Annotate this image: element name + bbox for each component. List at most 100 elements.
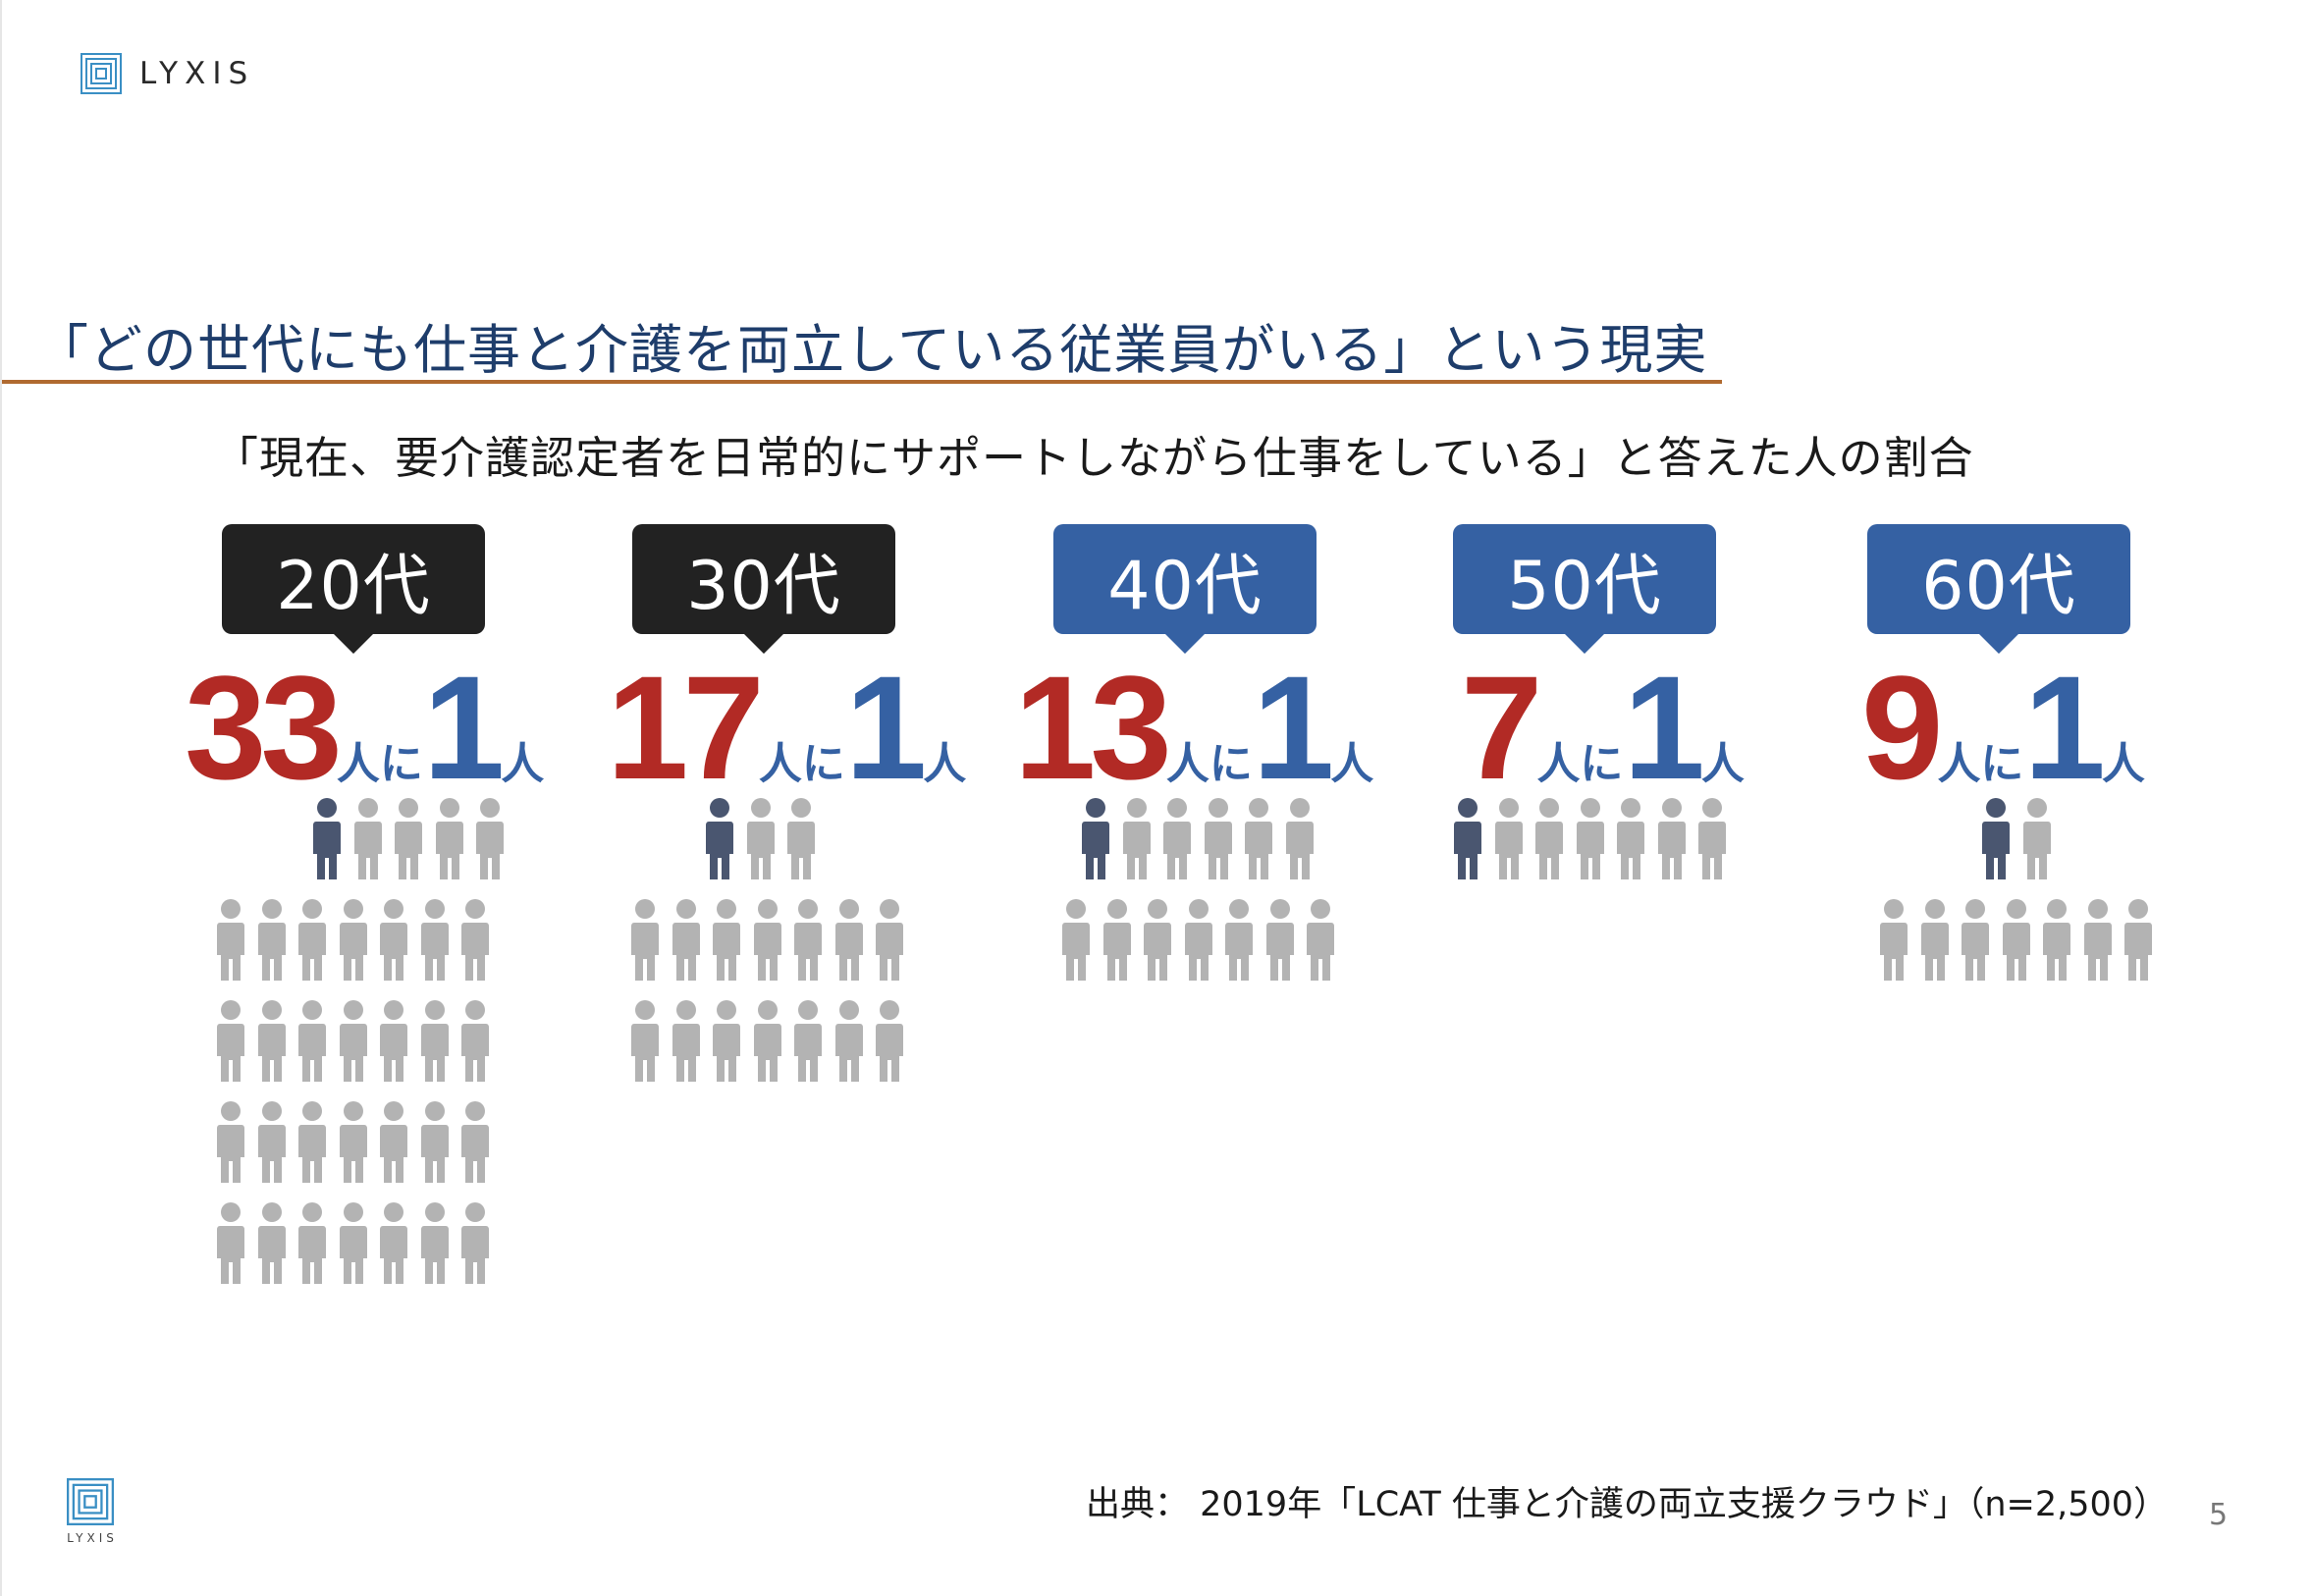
- chart-subtitle: 「現在、要介護認定者を日常的にサポートしながら仕事をしている」と答えた人の割合: [214, 432, 1974, 484]
- ratio-mid: 人に: [1536, 739, 1624, 789]
- person-icon: [257, 1101, 286, 1183]
- person-icon: [257, 1202, 286, 1284]
- person-icon: [1617, 798, 1644, 879]
- people-row: [216, 898, 516, 981]
- ratio-text: 33人に1人: [185, 654, 544, 801]
- person-icon: [461, 899, 489, 981]
- person-icon: [257, 899, 286, 981]
- footer-brand-name: LYXIS: [67, 1531, 118, 1545]
- person-icon: [1144, 899, 1171, 981]
- person-icon: [1494, 798, 1523, 879]
- people-grid: [1879, 797, 2165, 999]
- person-icon: [1245, 798, 1272, 879]
- person-icon: [461, 1202, 489, 1284]
- person-icon: [2124, 899, 2152, 981]
- person-icon: [753, 899, 781, 981]
- ratio-text: 17人に1人: [607, 654, 966, 801]
- person-icon: [420, 1000, 449, 1082]
- person-icon: [298, 1101, 326, 1183]
- person-icon: [461, 1101, 489, 1183]
- brand-logo: LYXIS: [81, 53, 254, 94]
- people-row: [1879, 797, 2165, 879]
- ratio-text: 9人に1人: [1861, 654, 2145, 801]
- person-icon: [713, 899, 740, 981]
- person-icon: [420, 1202, 449, 1284]
- people-row: [216, 797, 516, 879]
- ratio-number: 33: [185, 645, 343, 810]
- person-icon: [834, 899, 863, 981]
- people-grid: [1453, 797, 1739, 898]
- person-icon: [257, 1000, 286, 1082]
- ratio-mid: 人に: [1937, 739, 2024, 789]
- ratio-number: 17: [607, 645, 765, 810]
- person-icon: [1204, 798, 1232, 879]
- person-icon: [876, 1000, 903, 1082]
- ratio-one: 1: [1623, 645, 1704, 810]
- age-label: 30代: [686, 547, 841, 625]
- age-label-bubble: 50代: [1453, 524, 1716, 654]
- person-icon: [1657, 798, 1686, 879]
- age-label-bubble: 60代: [1867, 524, 2130, 654]
- people-row: [1061, 898, 1347, 981]
- age-label: 40代: [1107, 547, 1263, 625]
- person-icon: [1285, 798, 1314, 879]
- ratio-text: 13人に1人: [1014, 654, 1373, 801]
- age-label-bubble: 20代: [222, 524, 485, 654]
- person-icon: [313, 798, 341, 879]
- ratio-number: 13: [1014, 645, 1172, 810]
- person-icon: [217, 1202, 244, 1284]
- person-icon: [1576, 798, 1604, 879]
- person-icon: [1163, 798, 1191, 879]
- person-icon: [380, 899, 407, 981]
- people-grid: [1061, 797, 1347, 999]
- person-icon: [1102, 899, 1131, 981]
- person-icon: [339, 1202, 367, 1284]
- title-underline: [2, 380, 1722, 384]
- person-icon: [217, 1000, 244, 1082]
- footer-logo: LYXIS: [61, 1478, 120, 1545]
- person-icon: [461, 1000, 489, 1082]
- person-icon: [435, 798, 463, 879]
- ratio-unit: 人: [923, 739, 967, 789]
- person-icon: [217, 899, 244, 981]
- lyxis-logo-icon: [81, 53, 122, 94]
- ratio-unit: 人: [2101, 739, 2145, 789]
- people-grid: [630, 797, 916, 1100]
- person-icon: [794, 1000, 822, 1082]
- ratio-one: 1: [422, 645, 505, 810]
- ratio-mid: 人に: [336, 739, 423, 789]
- person-icon: [339, 1000, 367, 1082]
- person-icon: [1184, 899, 1212, 981]
- person-icon: [339, 1101, 367, 1183]
- person-icon: [395, 798, 422, 879]
- ratio-one: 1: [2023, 645, 2105, 810]
- ratio-number: 9: [1861, 645, 1943, 810]
- age-label: 20代: [276, 547, 431, 625]
- person-icon: [217, 1101, 244, 1183]
- person-icon: [1982, 798, 2010, 879]
- ratio-mid: 人に: [1165, 739, 1253, 789]
- age-label: 60代: [1921, 547, 2076, 625]
- person-icon: [706, 798, 733, 879]
- ratio-unit: 人: [1700, 739, 1745, 789]
- person-icon: [380, 1000, 407, 1082]
- person-icon: [834, 1000, 863, 1082]
- person-icon: [1454, 798, 1481, 879]
- person-icon: [2083, 899, 2112, 981]
- people-row: [216, 999, 516, 1082]
- people-row: [630, 898, 916, 981]
- person-icon: [298, 1000, 326, 1082]
- age-label: 50代: [1507, 547, 1662, 625]
- person-icon: [1225, 899, 1253, 981]
- person-icon: [1307, 899, 1334, 981]
- person-icon: [794, 899, 822, 981]
- age-label-bubble: 40代: [1053, 524, 1317, 654]
- person-icon: [2002, 899, 2030, 981]
- ratio-number: 7: [1461, 645, 1542, 810]
- ratio-text: 7人に1人: [1461, 654, 1745, 801]
- person-icon: [2022, 798, 2051, 879]
- person-icon: [1082, 798, 1109, 879]
- ratio-mid: 人に: [758, 739, 845, 789]
- people-grid: [216, 797, 516, 1303]
